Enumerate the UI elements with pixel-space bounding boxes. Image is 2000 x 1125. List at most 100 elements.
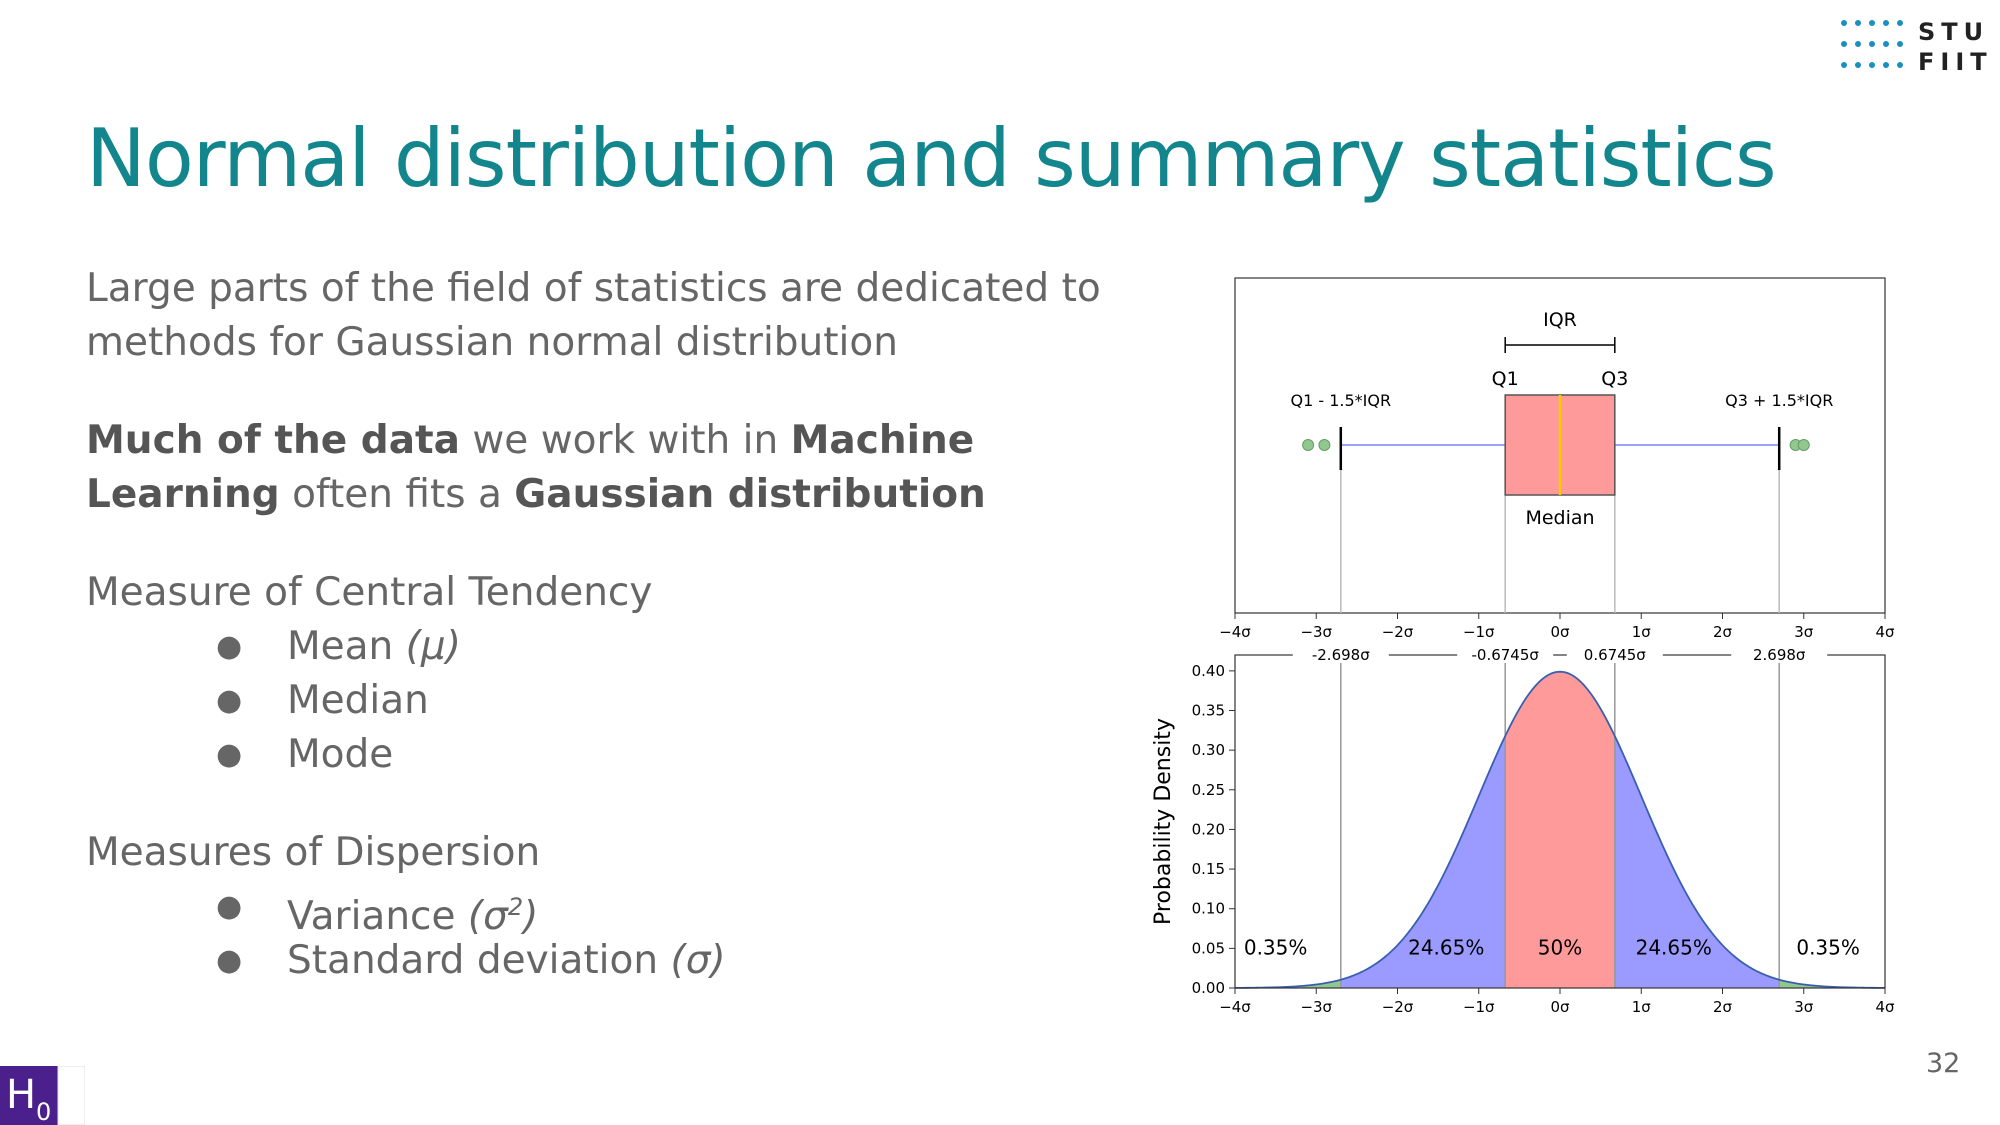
- ml-text-1: we work with in: [460, 418, 791, 463]
- ml-text-2: often fits a: [279, 472, 515, 517]
- variance-sigma: (σ: [467, 894, 508, 939]
- pdf-region-label: 24.65%: [1636, 935, 1712, 959]
- list-item-median: ● Median: [86, 674, 1146, 728]
- h0-subscript: 0: [36, 1098, 51, 1125]
- iqr-label: IQR: [1543, 309, 1577, 331]
- pdf-x-tick-label: −4σ: [1219, 998, 1251, 1016]
- h0-badge: H 0: [0, 1066, 85, 1125]
- slide-body: Large parts of the field of statistics a…: [86, 262, 1146, 1032]
- list-item-std: ● Standard deviation (σ): [86, 934, 1146, 988]
- dispersion-heading: Measures of Dispersion: [86, 830, 541, 875]
- pdf-region-label: 0.35%: [1796, 935, 1860, 959]
- box-x-tick-label: 4σ: [1875, 623, 1895, 641]
- variance-symbol: (σ2): [467, 893, 539, 939]
- pdf-y-tick-label: 0.40: [1192, 662, 1225, 680]
- logo-dots: [1841, 20, 1903, 68]
- pdf-top-tick-bg: [1731, 647, 1828, 663]
- pdf-top-tick-label: -0.6745σ: [1471, 646, 1539, 664]
- pdf-y-axis-label: Probability Density: [1151, 718, 1176, 925]
- bold-gaussian-distribution: Gaussian distribution: [514, 472, 986, 517]
- stu-fiit-logo: STU FIIT: [1841, 18, 1993, 74]
- pdf-plot: -2.698σ -0.6745σ 0.6745σ 2.698σ 0.35% 24.65% 5…: [1151, 646, 1895, 1016]
- pdf-region-label: 50%: [1538, 935, 1582, 959]
- pdf-x-tick-label: −2σ: [1382, 998, 1414, 1016]
- q1-label: Q1: [1492, 368, 1519, 390]
- h0-badge-background: [0, 1066, 58, 1125]
- pdf-x-tick-label: −1σ: [1463, 998, 1495, 1016]
- intro-paragraph: Large parts of the field of statistics a…: [86, 266, 1101, 365]
- central-tendency-list: ● Mean (μ) ● Median ● Mode: [86, 620, 1146, 782]
- pdf-region: [1614, 736, 1780, 988]
- pdf-curve: [1234, 670, 1886, 989]
- pdf-region: [1779, 979, 1885, 988]
- outlier-point: [1302, 439, 1315, 451]
- lower-whisker-label: Q1 - 1.5*IQR: [1290, 391, 1391, 410]
- pdf-x-tick-label: −3σ: [1300, 998, 1332, 1016]
- pdf-y-tick-label: 0.05: [1192, 939, 1225, 957]
- pdf-top-tick-label: 2.698σ: [1753, 646, 1806, 664]
- pdf-top-tick-label: -2.698σ: [1312, 646, 1370, 664]
- outlier-point: [1318, 439, 1331, 451]
- central-tendency-heading: Measure of Central Tendency: [86, 570, 653, 615]
- logo-line1: STU: [1918, 18, 1989, 46]
- pdf-region-label: 0.35%: [1244, 935, 1308, 959]
- h0-letter: H: [6, 1072, 36, 1118]
- pdf-top-tick-bg: [1457, 647, 1554, 663]
- bold-machine-learning: Machine Learning: [86, 418, 975, 517]
- std-label: Standard deviation: [287, 938, 671, 983]
- pdf-y-tick-label: 0.00: [1192, 979, 1225, 997]
- pdf-y-tick-label: 0.35: [1192, 702, 1225, 720]
- pdf-top-tick-bg: [1566, 647, 1663, 663]
- std-symbol: (σ): [670, 938, 726, 983]
- median-label: Median: [287, 678, 429, 723]
- pdf-top-tick-label: 0.6745σ: [1584, 646, 1646, 664]
- box-x-tick-label: −2σ: [1382, 623, 1414, 641]
- bullet-icon: ●: [216, 683, 243, 718]
- pdf-region: [1505, 671, 1615, 988]
- pdf-y-tick-label: 0.10: [1192, 900, 1225, 918]
- page-title: Normal distribution and summary statisti…: [86, 112, 1777, 205]
- page-number: 32: [1926, 1048, 1961, 1079]
- ml-paragraph: Much of the data we work with in Machine…: [86, 414, 1146, 522]
- box-plot: IQR Q1 Q3 Q1 - 1.5*IQR Q3 + 1.5*IQR Median −4σ…: [1219, 277, 1895, 641]
- median-label: Median: [1525, 507, 1594, 529]
- list-item-mode: ● Mode: [86, 728, 1146, 782]
- upper-whisker-label: Q3 + 1.5*IQR: [1725, 391, 1833, 410]
- mean-symbol: (μ): [405, 624, 461, 669]
- box-x-tick-label: 0σ: [1550, 623, 1570, 641]
- pdf-region: [1235, 979, 1341, 988]
- pdf-region-label: 24.65%: [1408, 935, 1484, 959]
- box-x-tick-label: 3σ: [1794, 623, 1814, 641]
- pdf-region: [1340, 736, 1506, 988]
- pdf-x-tick-label: 3σ: [1794, 998, 1814, 1016]
- outlier-point: [1797, 439, 1810, 451]
- variance-label: Variance: [287, 894, 468, 939]
- box-x-tick-label: 2σ: [1713, 623, 1733, 641]
- list-item-mean: ● Mean (μ): [86, 620, 1146, 674]
- box-x-tick-label: −3σ: [1300, 623, 1332, 641]
- variance-close: ): [523, 894, 539, 939]
- variance-exponent: 2: [507, 893, 524, 921]
- dispersion-list: ● Variance (σ2) ● Standard deviation (σ): [86, 880, 1146, 988]
- pdf-top-tick-bg: [1292, 647, 1389, 663]
- list-item-variance: ● Variance (σ2): [86, 880, 1146, 939]
- q3-label: Q3: [1601, 368, 1628, 390]
- mean-label: Mean: [287, 624, 406, 669]
- pdf-x-tick-label: 0σ: [1550, 998, 1570, 1016]
- box-x-tick-label: −4σ: [1219, 623, 1251, 641]
- bold-much-of-the-data: Much of the data: [86, 418, 461, 463]
- h0-badge-side: [57, 1066, 85, 1125]
- normal-distribution-figure: IQR Q1 Q3 Q1 - 1.5*IQR Q3 + 1.5*IQR Median −4σ…: [1151, 277, 1895, 1016]
- pdf-y-tick-label: 0.20: [1192, 820, 1225, 838]
- bullet-icon: ●: [216, 889, 243, 924]
- pdf-y-tick-label: 0.15: [1192, 860, 1225, 878]
- box-x-tick-label: −1σ: [1463, 623, 1495, 641]
- logo-line2: FIIT: [1918, 48, 1993, 74]
- bullet-icon: ●: [216, 629, 243, 664]
- pdf-y-tick-label: 0.30: [1192, 741, 1225, 759]
- bullet-icon: ●: [216, 737, 243, 772]
- pdf-y-tick-label: 0.25: [1192, 781, 1225, 799]
- box-x-tick-label: 1σ: [1632, 623, 1652, 641]
- pdf-x-tick-label: 2σ: [1713, 998, 1733, 1016]
- pdf-x-tick-label: 4σ: [1875, 998, 1895, 1016]
